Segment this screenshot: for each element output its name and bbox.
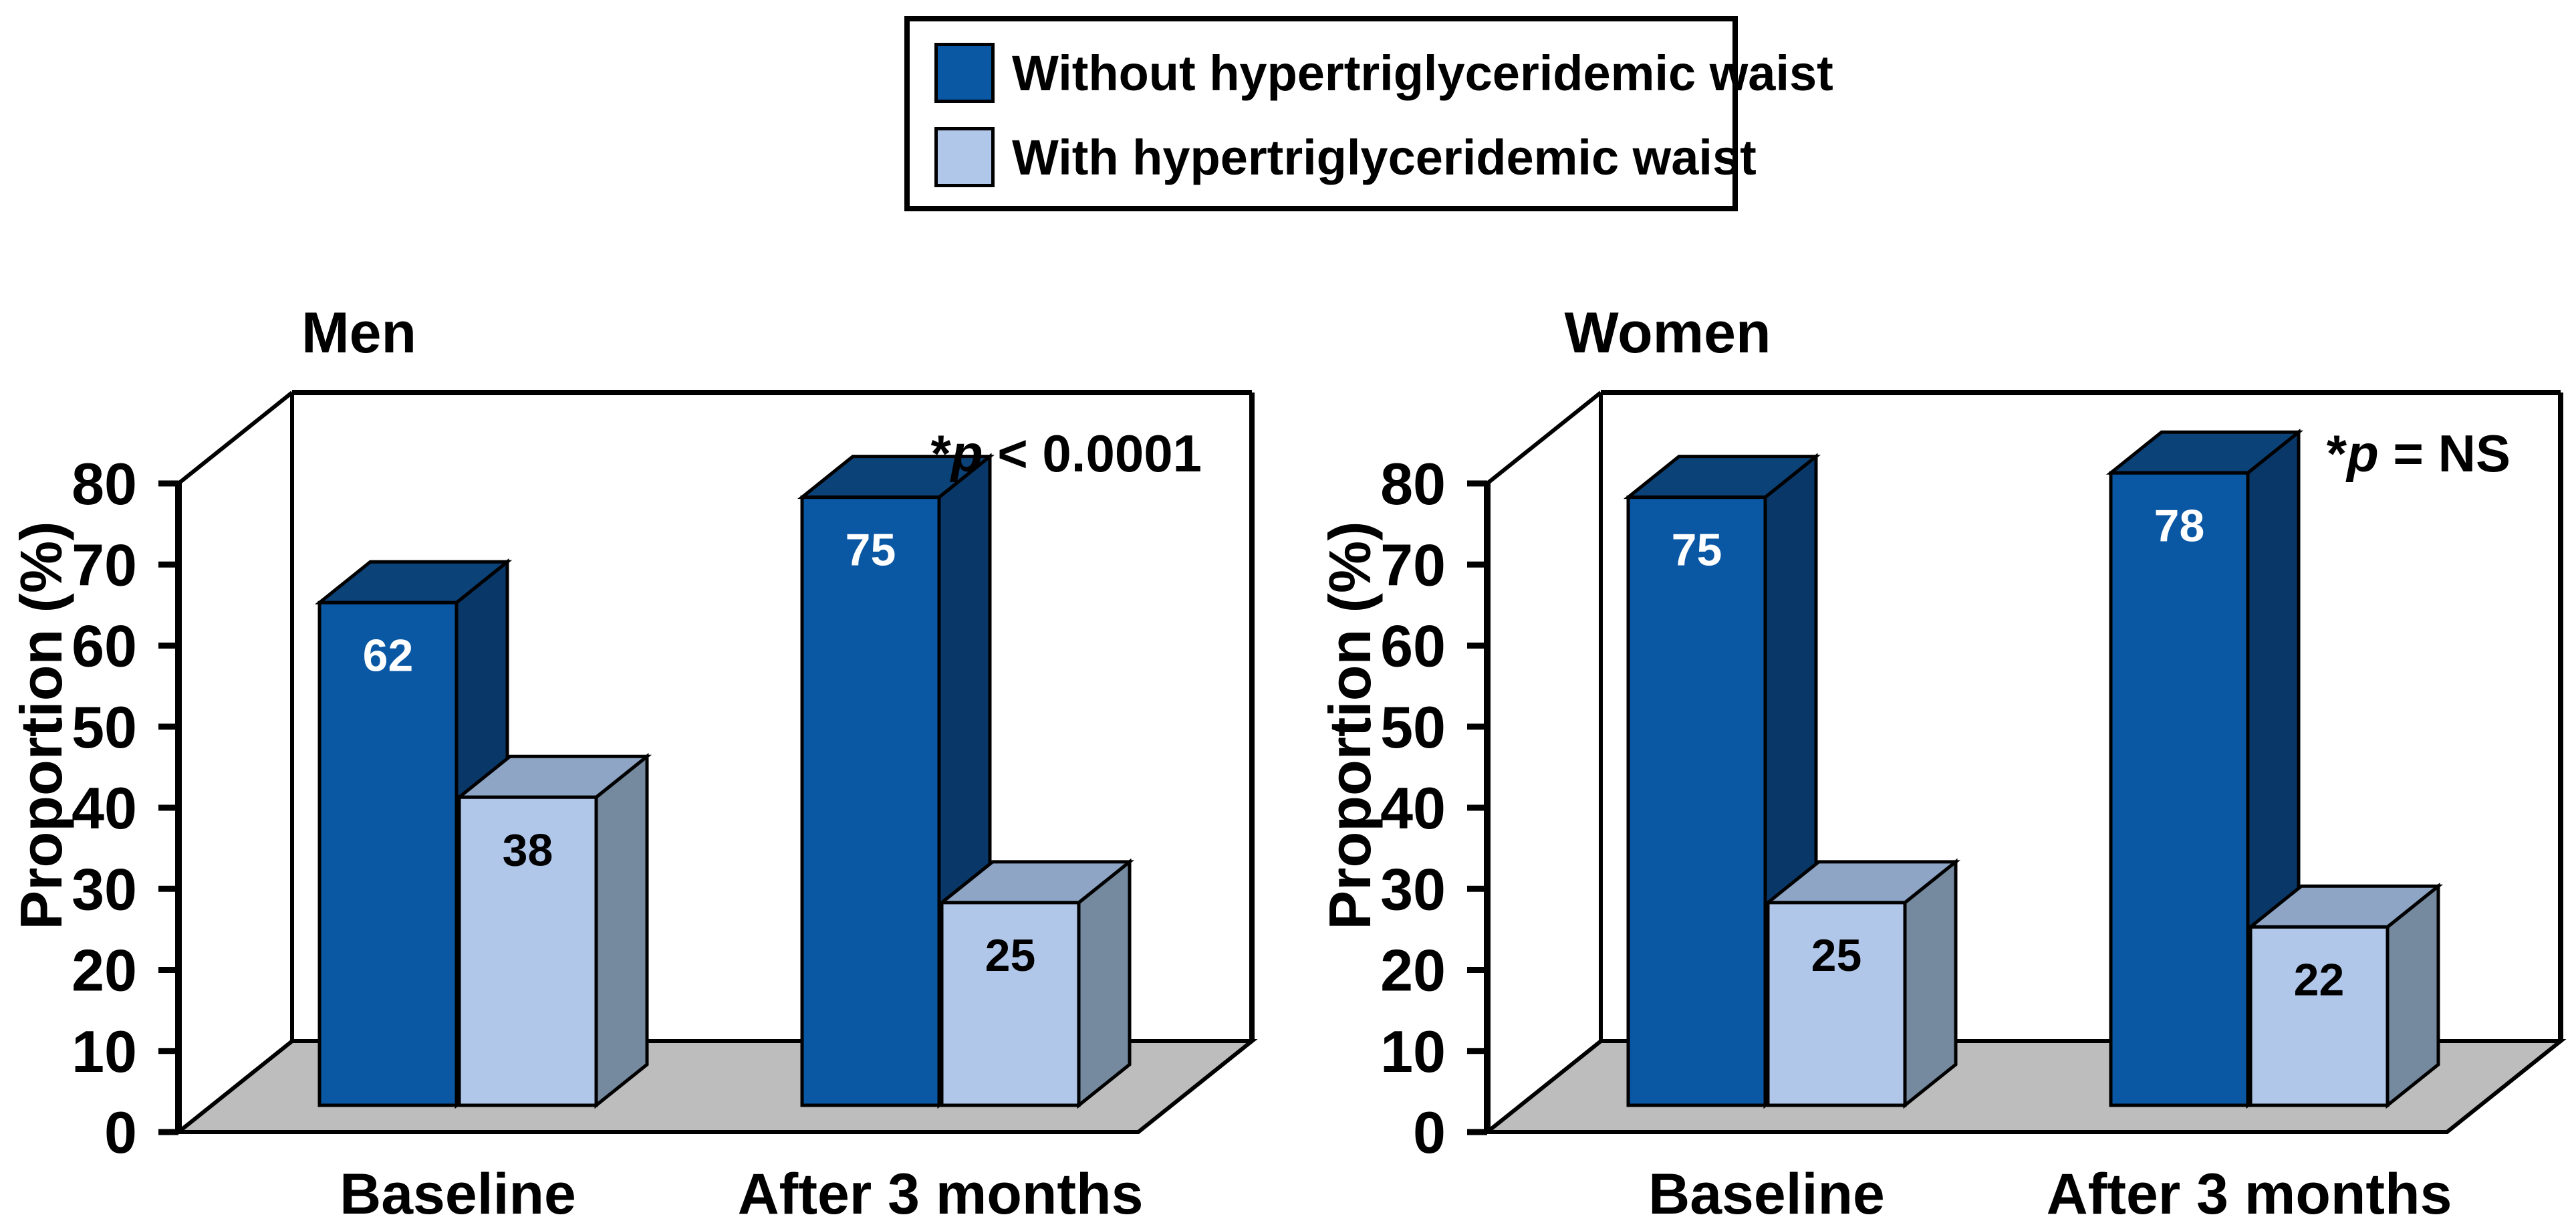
y-axis-title: Proportion (%): [1317, 521, 1383, 929]
bar-value-label: 25: [985, 930, 1036, 981]
bar-value-label: 38: [503, 824, 553, 875]
y-tick-label: 60: [1380, 613, 1446, 679]
y-tick-label: 20: [1380, 937, 1446, 1004]
bar-women-after-3-months-without: [2109, 471, 2250, 1107]
legend-swatch-without-icon: [934, 43, 995, 103]
y-tick-label: 80: [1380, 451, 1446, 517]
y-tick-label: 0: [1413, 1099, 1446, 1165]
bar-value-label: 75: [846, 525, 896, 576]
y-tick-label: 10: [72, 1018, 137, 1085]
y-tick-label: 30: [72, 856, 137, 922]
legend-swatch-with-icon: [934, 127, 995, 187]
y-tick-label: 10: [1380, 1018, 1446, 1085]
legend-label-with: With hypertriglyceridemic waist: [1012, 129, 1757, 185]
bar-men-after-3-months-with: [940, 901, 1081, 1107]
y-tick-label: 70: [1380, 532, 1446, 598]
y-tick-label: 30: [1380, 856, 1446, 922]
panel-title: Women: [1565, 301, 1771, 365]
bar-women-baseline-with: [1766, 901, 1907, 1107]
frame-depth-diagonal: [1486, 390, 1602, 485]
y-tick-label: 0: [104, 1099, 137, 1165]
y-tick-label: 80: [72, 451, 137, 517]
x-category-label: After 3 months: [2047, 1162, 2452, 1226]
y-tick-label: 50: [72, 694, 137, 760]
y-tick-label: 40: [72, 775, 137, 841]
p-value-annotation: *p = NS: [2327, 424, 2510, 483]
bar-men-after-3-months-without: [800, 495, 941, 1107]
x-category-label: Baseline: [1648, 1162, 1885, 1226]
panel-title: Men: [301, 301, 416, 365]
y-tick-label: 20: [72, 937, 137, 1004]
y-tick-label: 40: [1380, 775, 1446, 841]
bar-value-label: 22: [2294, 954, 2345, 1005]
panel-women: 0 10 20 30 40 50 60 70 80 75 25 Baseline 78 22 After 3…: [1317, 301, 2567, 1226]
bar-value-label: 62: [363, 630, 414, 681]
bar-value-label: 75: [1672, 525, 1722, 576]
y-axis-title: Proportion (%): [8, 521, 74, 929]
panel-men: 0 10 20 30 40 50 60 70 80 62 38 Baseline 75 25 After 3…: [8, 301, 1258, 1226]
frame-depth-diagonal: [177, 390, 293, 485]
bar-women-after-3-months-with: [2248, 925, 2390, 1107]
legend-label-without: Without hypertriglyceridemic waist: [1012, 45, 1833, 101]
y-tick-label: 50: [1380, 694, 1446, 760]
bar-side-men-baseline-with: [594, 753, 649, 1109]
p-value-annotation: *p < 0.0001: [931, 424, 1202, 483]
bar-value-label: 25: [1811, 930, 1862, 981]
bar-men-baseline-with: [457, 795, 598, 1107]
legend-item-with: With hypertriglyceridemic waist: [934, 127, 1757, 187]
bar-men-baseline-without: [317, 600, 459, 1107]
legend: Without hypertriglyceridemic waist With …: [904, 16, 1833, 211]
legend-item-without: Without hypertriglyceridemic waist: [934, 43, 1833, 103]
bar-women-baseline-without: [1626, 495, 1767, 1107]
x-category-label: After 3 months: [738, 1162, 1144, 1226]
y-tick-label: 60: [72, 613, 137, 679]
bar-value-label: 78: [2154, 500, 2205, 551]
y-tick-label: 70: [72, 532, 137, 598]
x-category-label: Baseline: [340, 1162, 576, 1226]
